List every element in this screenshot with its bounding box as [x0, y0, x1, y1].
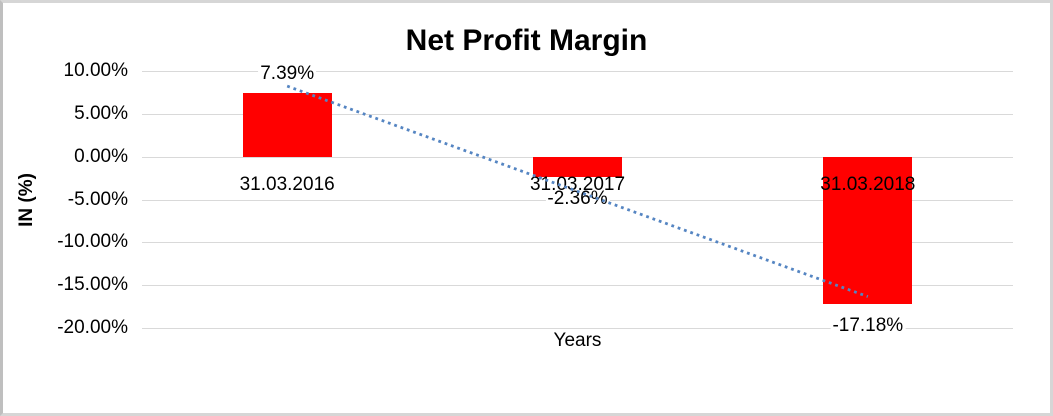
trendline-segment[interactable]	[286, 84, 869, 298]
y-axis-tick-label: 0.00%	[74, 146, 128, 167]
data-label: -17.18%	[830, 314, 906, 336]
bar[interactable]	[823, 156, 913, 304]
data-label: 7.39%	[258, 63, 317, 85]
gridline	[142, 71, 1013, 72]
y-axis-tick-label: -10.00%	[57, 231, 128, 252]
data-label: -2.36%	[545, 187, 610, 209]
y-axis-tick-label: -5.00%	[67, 189, 128, 210]
category-label: 31.03.2017	[529, 173, 626, 195]
y-axis-tick-label: -20.00%	[57, 317, 128, 338]
y-axis-tick-label: -15.00%	[57, 274, 128, 295]
gridline	[142, 242, 1013, 243]
chart-title: Net Profit Margin	[405, 24, 648, 57]
y-axis-tick-label: 5.00%	[74, 103, 128, 124]
category-label: 31.03.2018	[820, 173, 916, 195]
bar[interactable]	[533, 156, 622, 177]
gridline	[142, 114, 1013, 115]
gridline	[142, 285, 1013, 286]
y-axis-tick-label: 10.00%	[63, 60, 128, 81]
bar[interactable]	[242, 93, 332, 157]
gridline	[142, 328, 1013, 329]
x-axis-title: Years	[553, 330, 602, 351]
category-label: 31.03.2016	[239, 173, 335, 195]
